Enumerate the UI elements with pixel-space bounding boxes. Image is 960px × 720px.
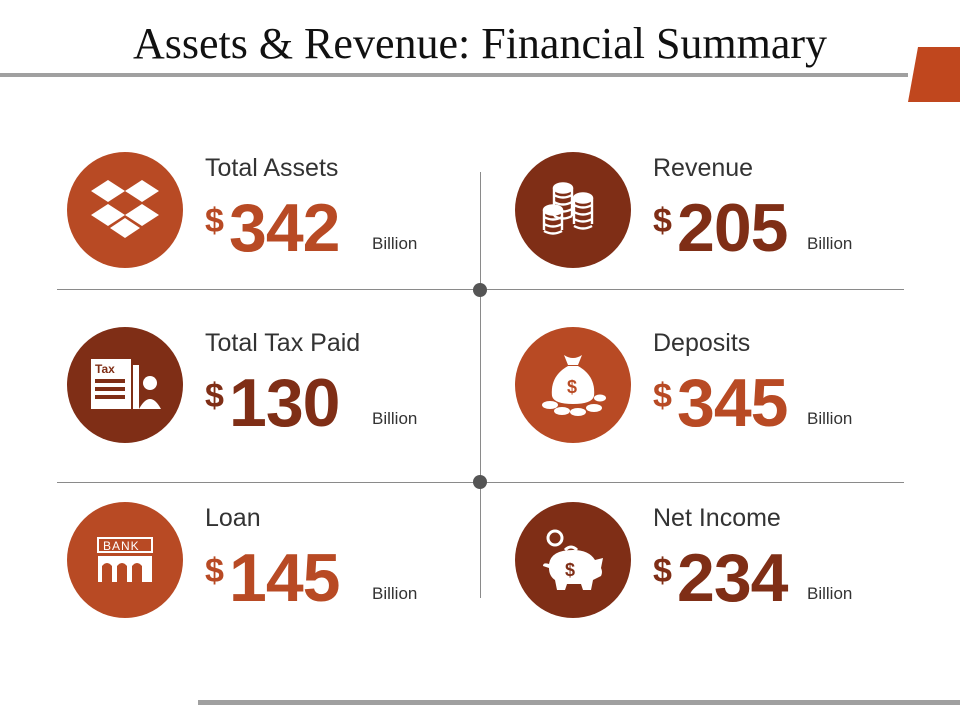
dropbox-icon — [67, 152, 183, 268]
currency-symbol: $ — [205, 202, 224, 240]
metric-unit: Billion — [807, 584, 853, 603]
metric-net-income: $ Net Income $ 234 Billion — [505, 502, 915, 662]
metric-unit: Billion — [807, 409, 853, 428]
tax-document-icon: Tax — [67, 327, 183, 443]
currency-symbol: $ — [653, 202, 672, 240]
metric-label: Net Income — [653, 504, 781, 532]
vertical-divider — [480, 172, 481, 598]
metric-value: 342 — [229, 190, 340, 266]
metric-label: Total Assets — [205, 154, 339, 182]
metric-total-assets: Total Assets $ 342 Billion — [57, 152, 467, 312]
metric-total-tax-paid: Tax Total Tax Paid $ 130 Billion — [57, 327, 467, 487]
corner-accent — [908, 47, 960, 102]
title-underline — [0, 73, 908, 77]
tax-text: Tax — [95, 362, 115, 376]
divider-dot-2 — [473, 475, 487, 489]
metric-unit: Billion — [372, 584, 418, 603]
footer-line — [198, 700, 960, 705]
bank-icon: BANK — [67, 502, 183, 618]
currency-symbol: $ — [653, 377, 672, 415]
currency-symbol: $ — [653, 552, 672, 590]
metric-value: 145 — [229, 540, 340, 616]
metric-deposits: $ Deposits $ 345 Billion — [505, 327, 915, 487]
page-title: Assets & Revenue: Financial Summary — [132, 19, 828, 68]
money-bag-icon: $ — [515, 327, 631, 443]
metric-unit: Billion — [807, 234, 853, 253]
metric-label: Total Tax Paid — [205, 329, 361, 357]
svg-text:$: $ — [565, 560, 575, 580]
metric-value: 234 — [677, 540, 788, 616]
metric-value: 130 — [229, 365, 340, 441]
metric-value: 345 — [677, 365, 788, 441]
metric-unit: Billion — [372, 234, 418, 253]
divider-dot-1 — [473, 283, 487, 297]
currency-symbol: $ — [205, 552, 224, 590]
metric-loan: BANK Loan $ 145 Billion — [57, 502, 467, 662]
metric-value: 205 — [677, 190, 788, 266]
piggy-bank-icon: $ — [515, 502, 631, 618]
metric-revenue: Revenue $ 205 Billion — [505, 152, 915, 312]
metric-label: Deposits — [653, 329, 751, 357]
bank-text: BANK — [103, 539, 140, 553]
metric-unit: Billion — [372, 409, 418, 428]
svg-text:$: $ — [567, 377, 577, 397]
currency-symbol: $ — [205, 377, 224, 415]
coin-stacks-icon — [515, 152, 631, 268]
metric-label: Loan — [205, 504, 261, 532]
metric-label: Revenue — [653, 154, 754, 182]
